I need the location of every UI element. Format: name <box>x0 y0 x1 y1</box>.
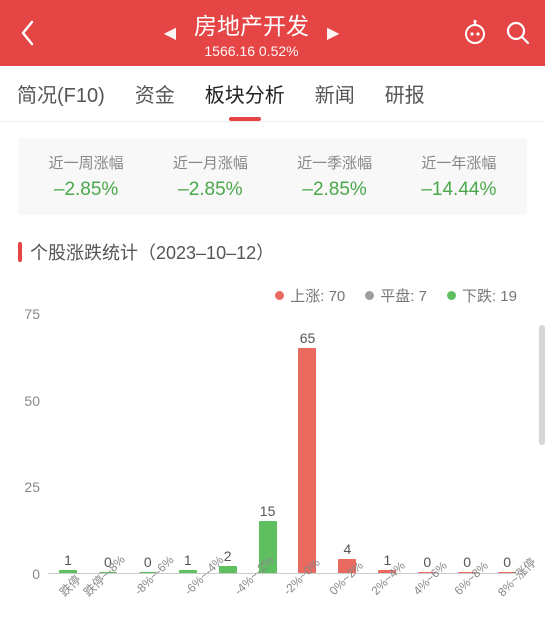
tab-4[interactable]: 研报 <box>370 66 440 121</box>
y-tick: 25 <box>24 479 40 495</box>
app-header: ◀ 房地产开发 1566.16 0.52% ▶ <box>0 0 545 66</box>
period-cell-3[interactable]: 近一年涨幅 –14.44% <box>397 152 521 201</box>
header-title-text: 房地产开发 <box>194 7 309 41</box>
period-label: 近一周涨幅 <box>24 152 148 173</box>
tab-2[interactable]: 板块分析 <box>190 66 300 121</box>
bar-col-6: 65 <box>288 330 328 573</box>
y-tick: 50 <box>24 393 40 409</box>
search-icon[interactable] <box>505 20 531 46</box>
legend-flat: 平盘: 7 <box>365 285 427 306</box>
distribution-chart: 0255075 10012156541000 跌停跌停~-8%-8%~-6%-6… <box>8 314 537 634</box>
period-value: –14.44% <box>397 179 521 201</box>
y-tick: 0 <box>32 566 40 582</box>
chart-plot-area: 10012156541000 <box>48 314 527 574</box>
period-value: –2.85% <box>148 179 272 201</box>
scrollbar-thumb[interactable] <box>539 325 545 445</box>
y-tick: 75 <box>24 306 40 322</box>
next-arrow-icon[interactable]: ▶ <box>327 23 339 43</box>
bar-value-label: 4 <box>344 541 352 557</box>
legend-up-label: 上涨: 70 <box>290 285 345 306</box>
chart-y-axis: 0255075 <box>8 314 44 574</box>
legend-up-dot <box>275 291 284 300</box>
period-cell-1[interactable]: 近一月涨幅 –2.85% <box>148 152 272 201</box>
tab-bar: 简况(F10)资金板块分析新闻研报 <box>0 66 545 122</box>
bar-value-label: 65 <box>300 330 316 346</box>
tab-0[interactable]: 简况(F10) <box>2 66 120 121</box>
chart-bars: 10012156541000 <box>48 314 527 573</box>
period-value: –2.85% <box>24 179 148 201</box>
period-label: 近一月涨幅 <box>148 152 272 173</box>
index-value: 1566.16 <box>204 43 255 59</box>
period-label: 近一年涨幅 <box>397 152 521 173</box>
index-change: 0.52% <box>259 43 299 59</box>
period-cell-0[interactable]: 近一周涨幅 –2.85% <box>24 152 148 201</box>
legend-flat-dot <box>365 291 374 300</box>
legend-flat-label: 平盘: 7 <box>380 285 427 306</box>
bar-value-label: 15 <box>260 503 276 519</box>
header-subtitle: 1566.16 0.52% <box>194 43 309 59</box>
legend-up: 上涨: 70 <box>275 285 345 306</box>
assistant-icon[interactable] <box>461 19 489 47</box>
bar-value-label: 0 <box>463 554 471 570</box>
bar-value-label: 1 <box>64 552 72 568</box>
prev-arrow-icon[interactable]: ◀ <box>164 23 176 43</box>
chart-legend: 上涨: 70 平盘: 7 下跌: 19 <box>0 285 517 306</box>
header-actions <box>461 19 531 47</box>
bar-value-label: 0 <box>503 554 511 570</box>
tab-3[interactable]: 新闻 <box>300 66 370 121</box>
bar <box>298 348 316 573</box>
legend-down-dot <box>447 291 456 300</box>
bar-value-label: 1 <box>184 552 192 568</box>
section-title-text: 个股涨跌统计 <box>30 239 138 265</box>
period-label: 近一季涨幅 <box>273 152 397 173</box>
back-button[interactable] <box>14 20 42 46</box>
header-title-block: ◀ 房地产开发 1566.16 0.52% ▶ <box>42 7 461 59</box>
section-title: 个股涨跌统计 （2023–10–12） <box>18 239 527 265</box>
period-summary-card: 近一周涨幅–2.85%近一月涨幅–2.85%近一季涨幅–2.85%近一年涨幅–1… <box>18 138 527 215</box>
tab-1[interactable]: 资金 <box>120 66 190 121</box>
period-value: –2.85% <box>273 179 397 201</box>
chart-x-axis: 跌停跌停~-8%-8%~-6%-6%~-4%-4%~-2%-2%~0%0%~2%… <box>48 574 527 634</box>
section-title-date: （2023–10–12） <box>138 239 274 265</box>
period-cell-2[interactable]: 近一季涨幅 –2.85% <box>273 152 397 201</box>
legend-down: 下跌: 19 <box>447 285 517 306</box>
header-title: 房地产开发 1566.16 0.52% <box>194 7 309 59</box>
legend-down-label: 下跌: 19 <box>462 285 517 306</box>
bar-col-0: 1 <box>48 552 88 573</box>
section-title-accent <box>18 242 22 262</box>
